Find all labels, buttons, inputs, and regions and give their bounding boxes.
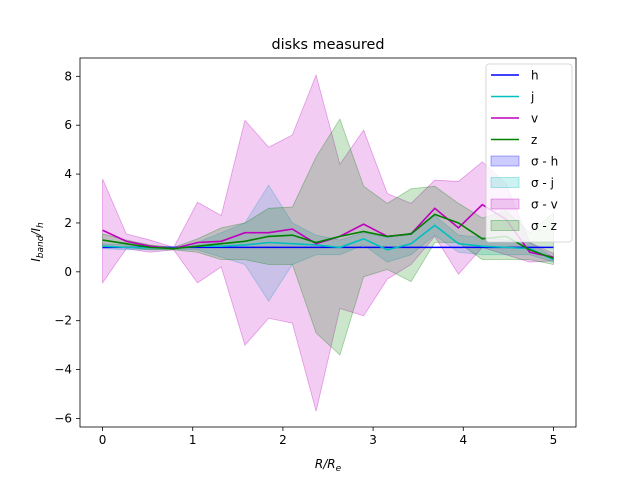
y-tick-label: −6 — [54, 411, 72, 425]
band-1 — [102, 184, 554, 302]
y-tick-label: 4 — [64, 167, 72, 181]
band-2 — [102, 73, 554, 412]
confidence-bands — [102, 73, 554, 412]
legend-label-band-0: σ - h — [531, 155, 558, 169]
x-tick-label: 2 — [279, 433, 287, 447]
y-tick-label: 2 — [64, 216, 72, 230]
legend-label-v: v — [531, 112, 538, 126]
x-axis-ticks: 0 1 2 3 4 5 — [99, 427, 558, 447]
chart-title: disks measured — [272, 37, 385, 53]
y-tick-label: 0 — [64, 265, 72, 279]
legend-swatch-band-1 — [490, 177, 520, 188]
legend-label-z: z — [531, 133, 537, 147]
legend-label-h: h — [531, 69, 539, 83]
x-tick-label: 3 — [369, 433, 377, 447]
x-axis-label: R/Re — [315, 457, 342, 474]
series-lines — [102, 203, 554, 261]
legend-label-band-3: σ - z — [531, 219, 557, 233]
legend-frame — [485, 63, 573, 243]
band-3 — [102, 118, 554, 356]
plot-frame — [79, 57, 577, 428]
y-axis-label: Iband/Ih — [29, 222, 46, 262]
series-line-z — [102, 213, 554, 260]
x-tick-label: 1 — [189, 433, 197, 447]
y-tick-label: −4 — [54, 363, 72, 377]
y-axis-ticks: −6 −4 −2 0 2 4 6 8 — [54, 69, 80, 425]
x-tick-label: 5 — [550, 433, 558, 447]
x-tick-label: 0 — [99, 433, 107, 447]
y-tick-label: 8 — [64, 69, 72, 83]
x-tick-label: 4 — [459, 433, 467, 447]
legend-label-band-2: σ - v — [531, 198, 558, 212]
legend-label-band-1: σ - j — [531, 176, 554, 190]
legend-swatch-band-2 — [490, 198, 520, 210]
y-tick-label: 6 — [64, 118, 72, 132]
legend-swatch-band-3 — [490, 220, 520, 231]
legend-label-j: j — [530, 90, 534, 104]
legend-swatch-band-0 — [490, 155, 520, 167]
y-tick-label: −2 — [54, 314, 72, 328]
